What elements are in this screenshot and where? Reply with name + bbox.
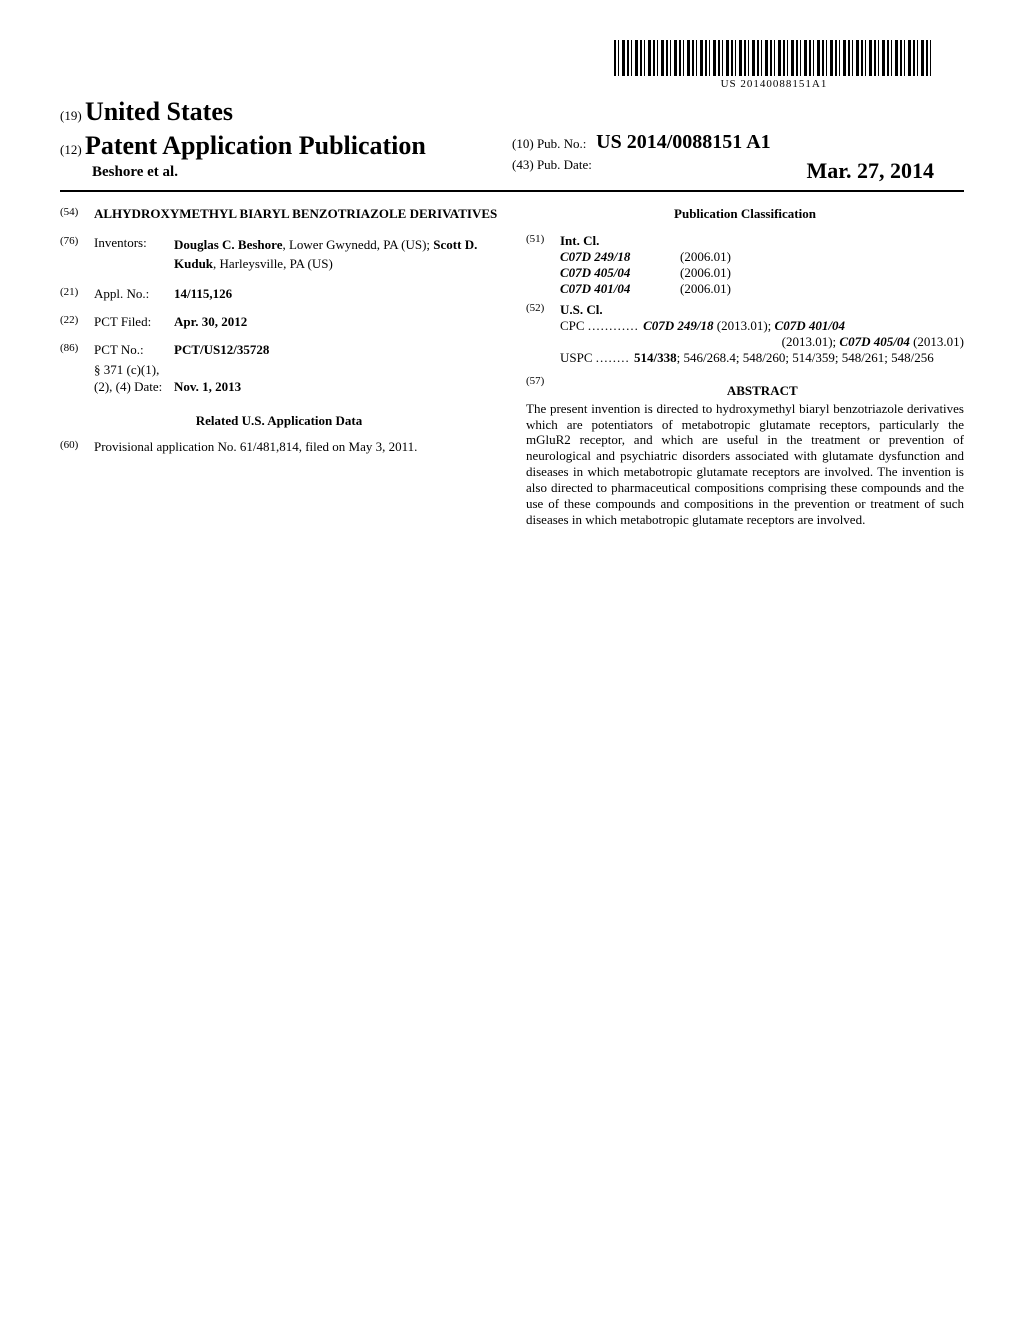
abstract-code: (57) xyxy=(526,375,560,389)
right-column: Publication Classification (51) Int. Cl.… xyxy=(526,206,964,527)
uspc-primary: 514/338 xyxy=(634,350,677,365)
intcl-row: (51) Int. Cl. C07D 249/18 (2006.01) C07D… xyxy=(526,233,964,298)
header: (19) United States (12) Patent Applicati… xyxy=(60,96,964,185)
cpc-line: CPC ............ C07D 249/18 (2013.01); … xyxy=(560,318,964,334)
pctfiled-label: PCT Filed: xyxy=(94,314,174,330)
pubdate-label: Pub. Date: xyxy=(537,157,592,172)
dots-icon-2: ........ xyxy=(596,350,634,365)
application-number: 14/115,126 xyxy=(174,286,232,301)
publication-kind: Patent Application Publication xyxy=(85,131,426,160)
dots-icon: ............ xyxy=(588,318,643,333)
ipc-line-2: C07D 401/04 (2006.01) xyxy=(560,281,964,297)
provisional-text: Provisional application No. 61/481,814, … xyxy=(94,439,498,455)
kind-code: (12) xyxy=(60,142,82,157)
uscl-label: U.S. Cl. xyxy=(560,302,964,318)
inventor-1-name: Douglas C. Beshore xyxy=(174,237,282,252)
provisional-row: (60) Provisional application No. 61/481,… xyxy=(60,439,498,455)
author-line: Beshore et al. xyxy=(92,163,512,182)
divider xyxy=(60,190,964,192)
publication-date: Mar. 27, 2014 xyxy=(806,157,934,185)
cpc-sep-1: (2013.01); xyxy=(714,318,775,333)
provisional-code: (60) xyxy=(60,439,94,453)
ipc-year-2: (2006.01) xyxy=(680,281,731,297)
pubno-code: (10) xyxy=(512,136,534,151)
uspc-line: USPC ........ 514/338; 546/268.4; 548/26… xyxy=(560,350,964,366)
cpc-label: CPC xyxy=(560,318,585,333)
header-right: (10) Pub. No.: US 2014/0088151 A1 (43) P… xyxy=(512,96,964,185)
pctno-row: (86) PCT No.: PCT/US12/35728 xyxy=(60,342,498,358)
country-code: (19) xyxy=(60,108,82,123)
pct-filed-date: Apr. 30, 2012 xyxy=(174,314,247,329)
abstract-label: ABSTRACT xyxy=(563,383,961,399)
uscl-row: (52) U.S. Cl. CPC ............ C07D 249/… xyxy=(526,302,964,367)
uscl-code: (52) xyxy=(526,302,560,316)
ipc-line-0: C07D 249/18 (2006.01) xyxy=(560,249,964,265)
s371-line-b: (2), (4) Date: xyxy=(94,379,174,395)
ipc-code-2: C07D 401/04 xyxy=(560,281,680,297)
publication-number: US 2014/0088151 A1 xyxy=(596,131,770,153)
left-column: (54) ALHYDROXYMETHYL BIARYL BENZOTRIAZOL… xyxy=(60,206,498,527)
cpc-line-2: (2013.01); C07D 405/04 (2013.01) xyxy=(560,334,964,350)
pctno-label: PCT No.: xyxy=(94,342,174,358)
pubno-label: Pub. No.: xyxy=(537,136,586,151)
ipc-year-1: (2006.01) xyxy=(680,265,731,281)
body-columns: (54) ALHYDROXYMETHYL BIARYL BENZOTRIAZOL… xyxy=(60,206,964,527)
inventors-code: (76) xyxy=(60,235,94,249)
pct-number: PCT/US12/35728 xyxy=(174,342,269,357)
applno-label: Appl. No.: xyxy=(94,286,174,302)
abstract-header-row: (57) ABSTRACT xyxy=(526,375,964,399)
inventor-1-rest: , Lower Gwynedd, PA (US); xyxy=(282,237,433,252)
inventors-value: Douglas C. Beshore, Lower Gwynedd, PA (U… xyxy=(174,235,498,274)
title-code: (54) xyxy=(60,206,94,220)
pctfiled-code: (22) xyxy=(60,314,94,328)
pubdate-code: (43) xyxy=(512,157,534,172)
cpc-prefix-2: (2013.01); xyxy=(782,334,840,349)
cpc-suffix-2: (2013.01) xyxy=(910,334,964,349)
pctno-code: (86) xyxy=(60,342,94,356)
ipc-code-0: C07D 249/18 xyxy=(560,249,680,265)
invention-title: ALHYDROXYMETHYL BIARYL BENZOTRIAZOLE DER… xyxy=(94,206,498,222)
intcl-code: (51) xyxy=(526,233,560,247)
header-left: (19) United States (12) Patent Applicati… xyxy=(60,96,512,185)
abstract-text: The present invention is directed to hyd… xyxy=(526,401,964,528)
ipc-code-1: C07D 405/04 xyxy=(560,265,680,281)
uspc-rest: ; 546/268.4; 548/260; 514/359; 548/261; … xyxy=(677,350,934,365)
inventors-label: Inventors: xyxy=(94,235,174,251)
title-row: (54) ALHYDROXYMETHYL BIARYL BENZOTRIAZOL… xyxy=(60,206,498,222)
classification-header: Publication Classification xyxy=(526,206,964,222)
barcode: US 20140088151A1 xyxy=(614,40,934,92)
ipc-line-1: C07D 405/04 (2006.01) xyxy=(560,265,964,281)
related-data-header: Related U.S. Application Data xyxy=(60,413,498,429)
s371-row-a: § 371 (c)(1), xyxy=(60,362,498,378)
uspc-label: USPC xyxy=(560,350,593,365)
cpc-code-1: C07D 249/18 xyxy=(643,318,713,333)
applno-row: (21) Appl. No.: 14/115,126 xyxy=(60,286,498,302)
cpc-code-3: C07D 405/04 xyxy=(839,334,909,349)
s371-row-b: (2), (4) Date: Nov. 1, 2013 xyxy=(60,379,498,395)
intcl-label: Int. Cl. xyxy=(560,233,964,249)
applno-code: (21) xyxy=(60,286,94,300)
inventor-2-rest: , Harleysville, PA (US) xyxy=(213,256,333,271)
country: United States xyxy=(85,97,233,126)
barcode-region: US 20140088151A1 xyxy=(60,40,964,92)
s371-date: Nov. 1, 2013 xyxy=(174,379,241,394)
barcode-bars xyxy=(614,40,934,76)
barcode-text: US 20140088151A1 xyxy=(614,78,934,92)
pctfiled-row: (22) PCT Filed: Apr. 30, 2012 xyxy=(60,314,498,330)
s371-line-a: § 371 (c)(1), xyxy=(94,362,498,378)
cpc-code-2: C07D 401/04 xyxy=(775,318,845,333)
ipc-year-0: (2006.01) xyxy=(680,249,731,265)
inventors-row: (76) Inventors: Douglas C. Beshore, Lowe… xyxy=(60,235,498,274)
